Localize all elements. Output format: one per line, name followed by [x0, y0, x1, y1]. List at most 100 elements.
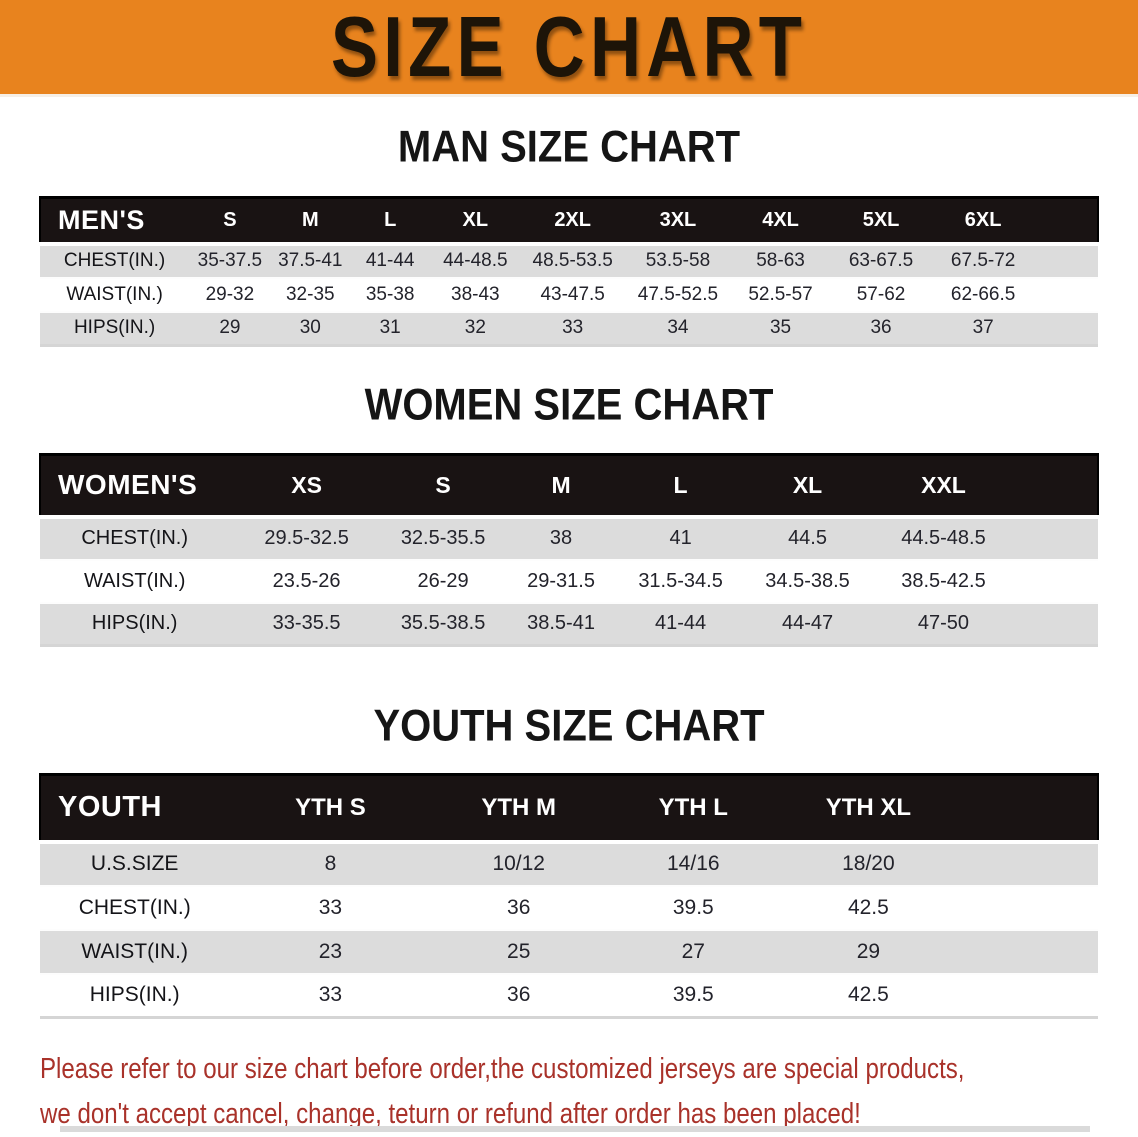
cell: 29: [856, 939, 881, 963]
cell: 23.5-26: [272, 569, 341, 592]
youth-table-category: YOUTH: [38, 773, 230, 844]
men-size-col-5xl: 5XL: [830, 196, 932, 246]
women-hips-row: HIPS(IN.) 33-35.5 35.5-38.5 38.5-41 41-4…: [40, 602, 1098, 646]
row-label: WAIST(IN.): [66, 283, 163, 305]
women-chest-row: CHEST(IN.) 29.5-32.5 32.5-35.5 38 41 44.…: [40, 516, 1098, 560]
youth-size-table: YOUTH YTH S YTH M YTH L YTH XL U.S.SIZE …: [38, 773, 1099, 1019]
cell: 27: [681, 939, 705, 963]
youth-waist-row: WAIST(IN.) 23 25 27 29: [40, 929, 1098, 974]
cell: 63-67.5: [848, 250, 914, 271]
cell: 44-48.5: [443, 250, 508, 271]
men-size-col-3xl: 3XL: [625, 196, 731, 246]
spacer-cell: [956, 930, 1098, 974]
spacer-cell: [956, 842, 1098, 886]
youth-chest-row: CHEST(IN.) 33 36 39.5 42.5: [40, 885, 1098, 930]
cell: 8: [324, 852, 337, 875]
men-table-category: MEN'S: [38, 196, 190, 246]
banner: SIZE CHART: [0, 0, 1138, 97]
cell: 44.5-48.5: [901, 527, 986, 549]
row-label: WAIST(IN.): [81, 939, 188, 963]
row-label: CHEST(IN.): [78, 895, 191, 919]
youth-table-header-row: YOUTH YTH S YTH M YTH L YTH XL: [38, 773, 1099, 844]
cell: 30: [299, 317, 321, 339]
cell: 26-29: [417, 569, 469, 592]
spacer-cell: [1013, 517, 1098, 560]
cell: 35: [769, 317, 792, 339]
youth-section-heading: YOUTH SIZE CHART: [373, 701, 765, 751]
page-title: SIZE CHART: [330, 0, 808, 95]
women-table-category: WOMEN'S: [38, 453, 230, 519]
women-size-col-l: L: [619, 453, 742, 519]
cell: 35.5-38.5: [400, 612, 486, 635]
cell: 32.5-35.5: [400, 527, 486, 549]
women-size-col-xs: XS: [229, 453, 384, 519]
row-label: HIPS(IN.): [73, 317, 156, 339]
men-table-header-row: MEN'S S M L XL 2XL 3XL 4XL 5XL 6XL: [38, 196, 1099, 246]
cell: 47-50: [917, 612, 970, 635]
cell: 33: [318, 895, 343, 919]
spacer-cell: [1034, 196, 1099, 246]
cell: 38.5-42.5: [901, 569, 986, 592]
cell: 39.5: [672, 895, 714, 919]
cell: 62-66.5: [950, 283, 1016, 305]
men-hips-row: HIPS(IN.) 29 30 31 32 33 34 35 36 37: [40, 311, 1098, 346]
spacer-cell: [1034, 244, 1098, 278]
cell: 41-44: [365, 250, 415, 271]
youth-ussize-row: U.S.SIZE 8 10/12 14/16 18/20: [40, 841, 1098, 886]
disclaimer-line-2: we don't accept cancel, change, teturn o…: [40, 1098, 861, 1130]
cell: 67.5-72: [950, 250, 1016, 271]
men-size-col-m: M: [270, 196, 350, 246]
bottom-edge-strip: [60, 1126, 1090, 1132]
disclaimer: Please refer to our size chart before or…: [40, 1047, 1138, 1137]
cell: 44.5: [788, 527, 827, 549]
cell: 38.5-41: [527, 612, 595, 635]
cell: 35-38: [365, 283, 415, 305]
cell: 23: [318, 939, 343, 963]
men-size-col-4xl: 4XL: [730, 196, 831, 246]
row-label: HIPS(IN.): [89, 983, 180, 1007]
cell: 29-32: [205, 283, 255, 305]
cell: 42.5: [847, 983, 889, 1007]
cell: 43-47.5: [540, 283, 605, 305]
men-chest-row: CHEST(IN.) 35-37.5 37.5-41 41-44 44-48.5…: [40, 243, 1098, 278]
cell: 36: [870, 317, 892, 339]
cell: 32-35: [285, 283, 335, 305]
cell: 34.5-38.5: [765, 569, 850, 592]
men-size-col-s: S: [189, 196, 271, 246]
cell: 10/12: [492, 852, 545, 875]
cell: 33: [562, 317, 584, 339]
disclaimer-line-1: Please refer to our size chart before or…: [40, 1053, 965, 1085]
cell: 36: [507, 895, 531, 919]
row-label: U.S.SIZE: [90, 852, 179, 875]
cell: 31.5-34.5: [638, 569, 723, 592]
spacer-cell: [956, 773, 1099, 844]
men-section-heading: MAN SIZE CHART: [397, 122, 741, 172]
spacer-cell: [1013, 603, 1098, 646]
women-table-header-row: WOMEN'S XS S M L XL XXL: [38, 453, 1099, 519]
cell: 29-31.5: [527, 569, 595, 592]
cell: 39.5: [672, 983, 714, 1007]
men-waist-row: WAIST(IN.) 29-32 32-35 35-38 38-43 43-47…: [40, 277, 1098, 312]
spacer-cell: [1013, 560, 1098, 603]
women-size-col-xxl: XXL: [873, 453, 1014, 519]
row-label: HIPS(IN.): [91, 612, 178, 635]
women-section-heading: WOMEN SIZE CHART: [364, 380, 774, 430]
spacer-cell: [1034, 312, 1098, 346]
youth-size-col-m: YTH M: [431, 773, 606, 844]
women-size-col-xl: XL: [741, 453, 874, 519]
row-label: CHEST(IN.): [81, 527, 189, 549]
cell: 44-47: [781, 612, 834, 635]
cell: 47.5-52.5: [637, 283, 719, 305]
cell: 57-62: [856, 283, 906, 305]
men-size-table: MEN'S S M L XL 2XL 3XL 4XL 5XL 6XL CHEST…: [38, 196, 1099, 347]
cell: 18/20: [842, 852, 895, 875]
cell: 29.5-32.5: [264, 527, 349, 549]
cell: 58-63: [756, 250, 805, 271]
youth-size-col-s: YTH S: [229, 773, 432, 844]
youth-size-col-xl: YTH XL: [780, 773, 957, 844]
cell: 37.5-41: [278, 250, 343, 271]
spacer-cell: [956, 974, 1098, 1018]
cell: 42.5: [847, 895, 889, 919]
cell: 25: [507, 939, 531, 963]
